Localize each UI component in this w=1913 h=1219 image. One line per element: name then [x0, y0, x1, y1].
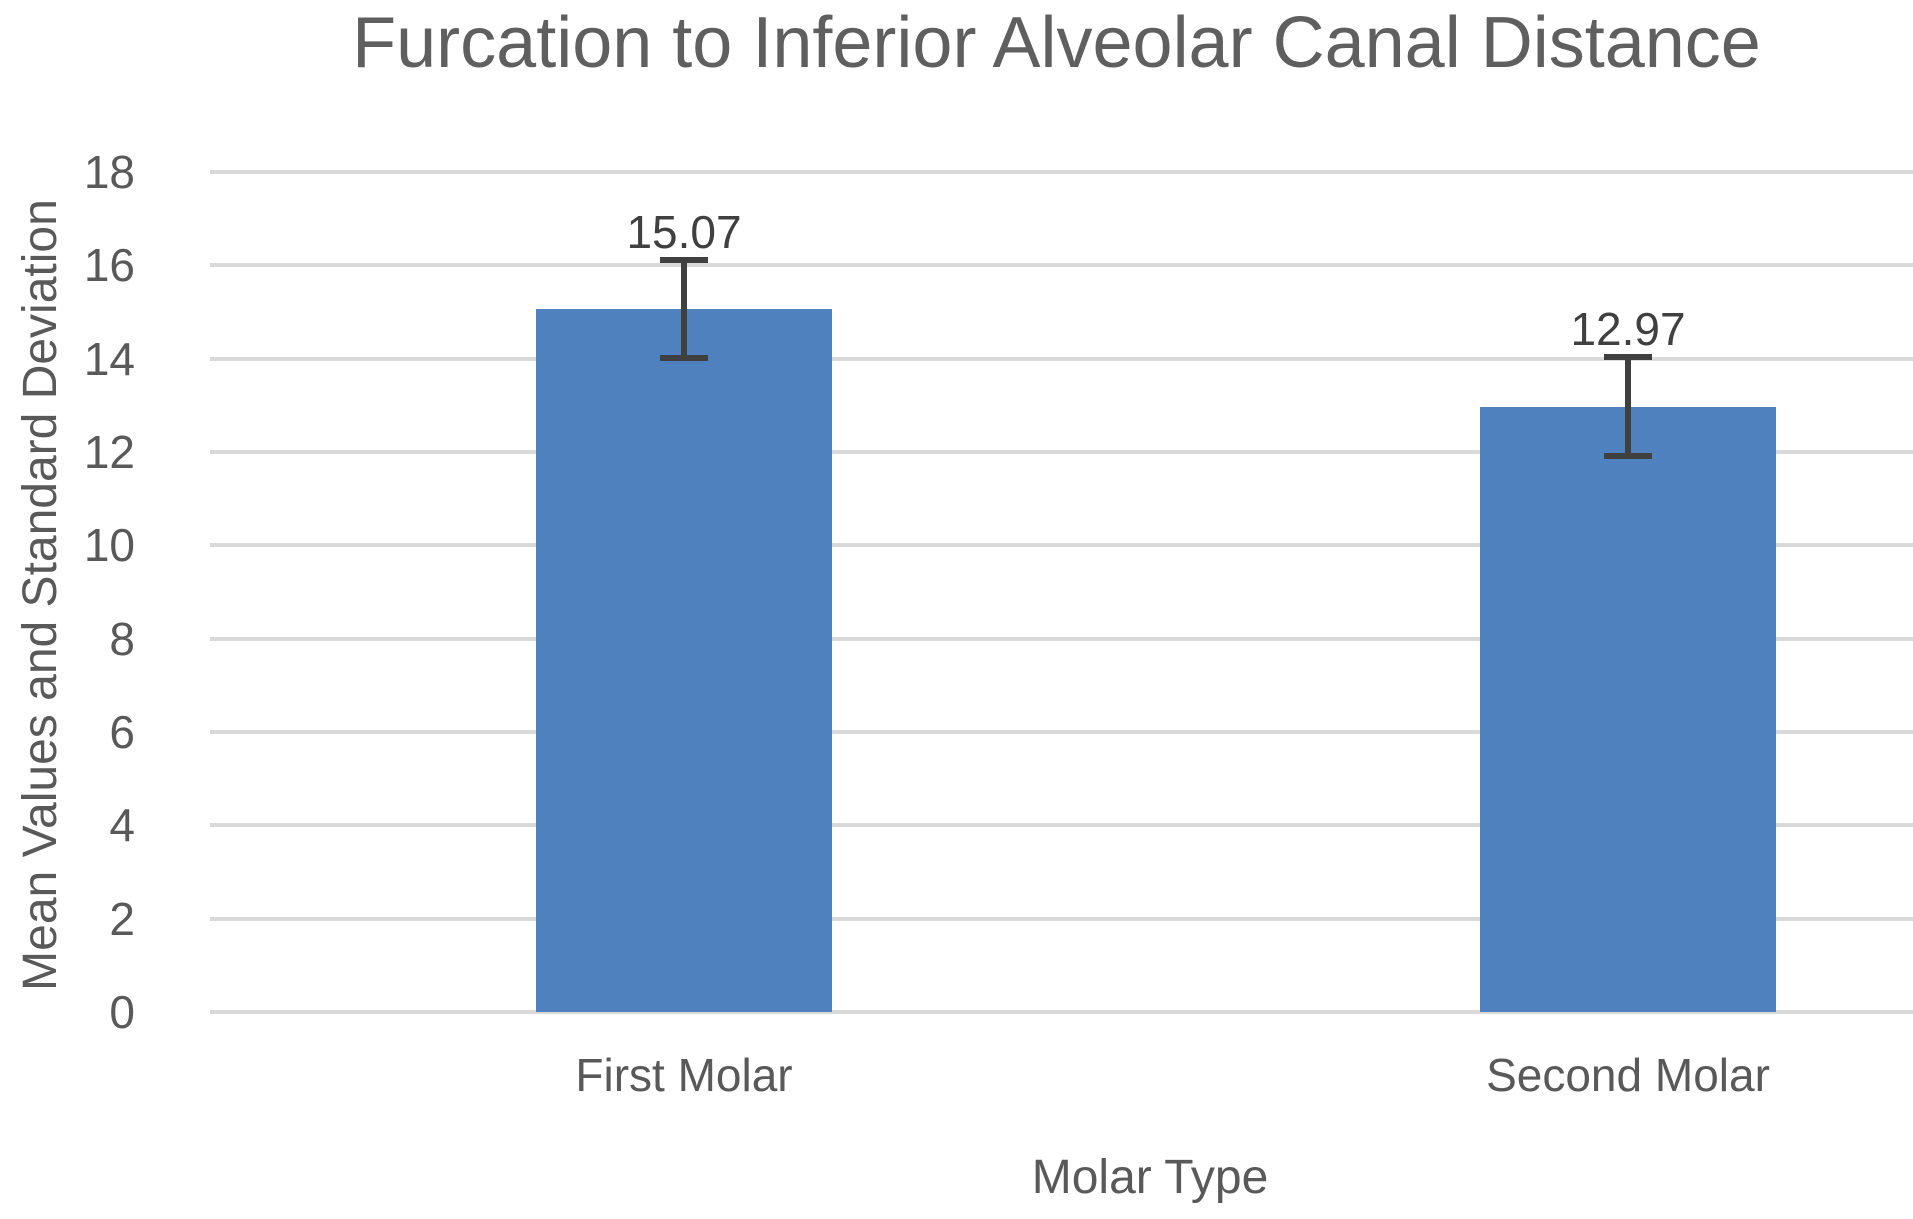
y-tick-label: 4 — [109, 799, 135, 852]
data-label: 12.97 — [1570, 303, 1686, 356]
y-tick-label: 18 — [83, 146, 135, 198]
bar-second-molar — [1480, 406, 1776, 1012]
gridline — [210, 636, 1913, 641]
gridline — [210, 916, 1913, 921]
bar-first-molar — [536, 308, 832, 1012]
error-bar-line — [1625, 357, 1631, 457]
gridline — [210, 823, 1913, 828]
error-bar-cap-top — [1604, 354, 1652, 361]
gridline — [210, 1010, 1913, 1014]
error-bar-line — [681, 259, 687, 358]
gridline — [210, 356, 1913, 361]
y-tick-label: 10 — [83, 519, 135, 572]
y-tick-label: 14 — [83, 332, 135, 385]
error-bar-cap-top — [660, 256, 708, 263]
gridline — [210, 543, 1913, 548]
error-bar-cap-bottom — [1604, 453, 1652, 460]
gridline — [210, 170, 1913, 174]
x-axis-title: Molar Type — [1031, 1151, 1269, 1204]
x-category-label: First Molar — [575, 1049, 793, 1101]
chart-title: Furcation to Inferior Alveolar Canal Dis… — [352, 3, 1761, 83]
y-tick-label: 8 — [109, 612, 135, 665]
y-tick-label: 0 — [109, 986, 135, 1038]
x-category-label: Second Molar — [1486, 1049, 1770, 1101]
data-label: 15.07 — [626, 205, 742, 258]
error-bar-cap-bottom — [660, 354, 708, 361]
y-tick-label: 2 — [109, 892, 135, 945]
y-tick-label: 6 — [109, 706, 135, 758]
y-tick-label: 16 — [83, 239, 135, 292]
y-tick-label: 12 — [83, 426, 135, 478]
gridline — [210, 730, 1913, 734]
gridline — [210, 263, 1913, 268]
gridline — [210, 450, 1913, 454]
